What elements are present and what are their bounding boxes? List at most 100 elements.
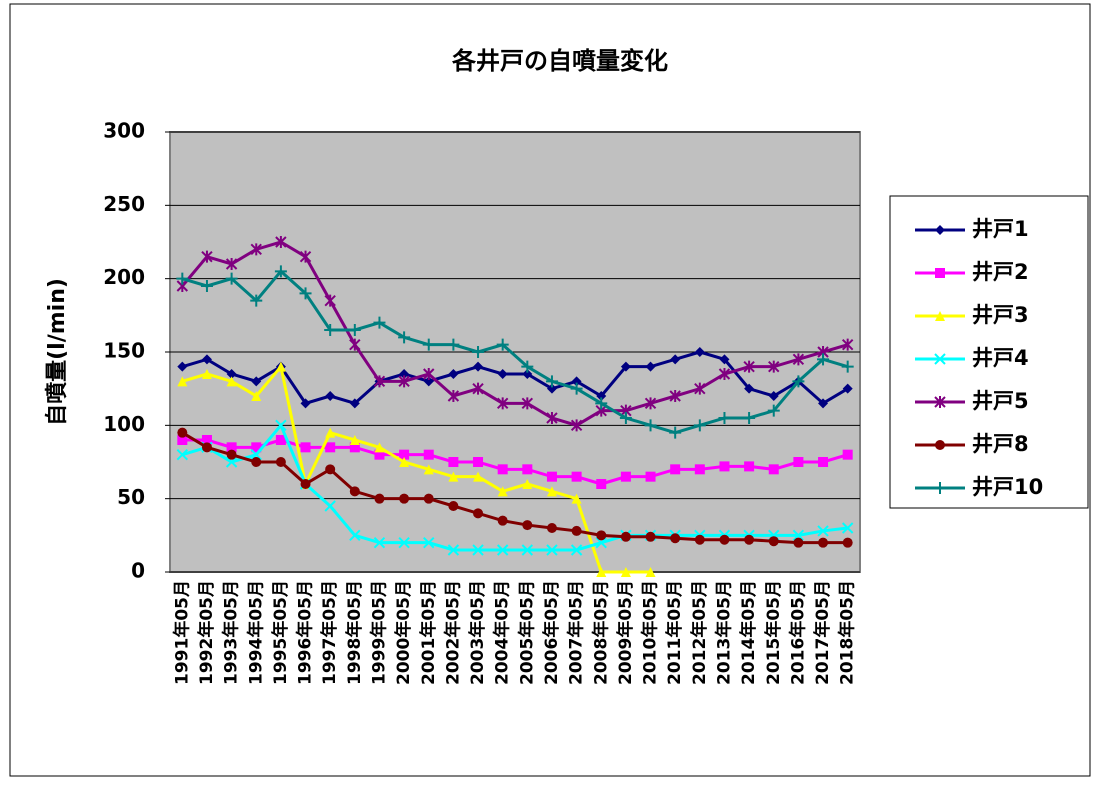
legend-marker	[935, 311, 945, 321]
series-line	[182, 438, 849, 486]
data-point	[768, 536, 779, 547]
data-point	[374, 442, 385, 453]
data-point	[841, 338, 854, 351]
data-point	[718, 368, 731, 380]
data-point	[596, 567, 607, 577]
series-line	[181, 431, 848, 545]
data-point	[226, 369, 237, 379]
data-point	[472, 382, 484, 395]
data-point	[447, 544, 460, 556]
data-point	[349, 442, 360, 453]
data-point	[744, 461, 755, 472]
chart-title: 各井戸の自噴量変化	[451, 47, 668, 75]
data-point	[694, 382, 706, 395]
data-point	[448, 369, 459, 379]
data-point	[399, 369, 410, 379]
data-point	[719, 354, 730, 365]
data-point	[473, 361, 484, 372]
data-point	[768, 391, 779, 401]
data-point	[251, 457, 262, 467]
data-point	[325, 391, 336, 401]
data-point	[793, 537, 804, 548]
data-point	[275, 361, 286, 372]
data-point	[275, 419, 287, 432]
data-point	[275, 435, 286, 445]
data-point	[595, 536, 607, 549]
data-point	[399, 457, 410, 467]
data-point	[349, 338, 361, 351]
data-point	[325, 464, 336, 475]
y-tick-label: 100	[103, 412, 145, 436]
x-tick-label: 1997年05月	[319, 580, 340, 685]
data-point	[792, 353, 805, 366]
data-point	[324, 324, 337, 336]
legend-label: 井戸10	[972, 475, 1043, 499]
data-point	[571, 471, 582, 482]
data-point	[817, 525, 829, 537]
data-point	[743, 360, 755, 373]
data-point	[792, 529, 805, 542]
data-point	[373, 375, 386, 388]
data-point	[201, 250, 213, 263]
data-point	[546, 471, 557, 482]
x-tick-label: 2006年05月	[541, 580, 562, 685]
x-tick-label: 2010年05月	[640, 580, 661, 685]
y-tick-label: 250	[103, 192, 145, 216]
data-point	[570, 419, 583, 432]
data-point	[842, 537, 853, 548]
x-tick-label: 2004年05月	[492, 580, 513, 685]
data-point	[325, 442, 336, 453]
data-point	[423, 449, 434, 460]
x-tick-label: 1999年05月	[368, 580, 389, 685]
data-point	[545, 375, 558, 388]
data-point	[496, 544, 509, 556]
x-tick-label: 2008年05月	[590, 580, 611, 685]
data-point	[818, 398, 829, 409]
data-point	[768, 360, 780, 373]
data-point	[225, 456, 238, 468]
data-point	[349, 529, 361, 542]
data-point	[176, 272, 189, 285]
data-point	[348, 324, 361, 336]
x-tick-label: 2002年05月	[442, 580, 463, 685]
data-point	[669, 426, 682, 439]
data-point	[201, 435, 212, 445]
data-point	[473, 508, 484, 519]
data-point	[177, 361, 188, 372]
data-point	[645, 471, 656, 482]
x-tick-label: 1992年05月	[196, 580, 217, 685]
data-point	[201, 354, 212, 365]
data-point	[300, 442, 311, 453]
series-line	[181, 269, 849, 435]
data-point	[596, 391, 607, 401]
data-point	[694, 347, 705, 357]
data-point	[496, 397, 509, 410]
data-point	[793, 457, 804, 467]
data-point	[744, 534, 755, 545]
data-point	[767, 404, 780, 417]
data-point	[423, 376, 434, 387]
data-point	[201, 369, 212, 379]
x-tick-label: 2015年05月	[763, 580, 784, 685]
data-point	[596, 530, 607, 541]
legend-marker	[934, 396, 946, 408]
x-tick-label: 2017年05月	[812, 580, 833, 685]
data-point	[522, 369, 533, 379]
y-axis-label: 自噴量(l/min)	[44, 278, 70, 426]
data-point	[841, 522, 854, 534]
data-point	[522, 479, 533, 489]
data-point	[398, 331, 411, 344]
y-tick-label: 50	[117, 485, 145, 509]
data-point	[325, 427, 336, 438]
data-point	[818, 457, 829, 467]
data-point	[399, 493, 410, 504]
data-point	[719, 534, 730, 545]
x-tick-label: 1993年05月	[221, 580, 242, 685]
data-point	[251, 442, 262, 453]
data-point	[226, 442, 237, 453]
data-point	[546, 544, 558, 556]
data-point	[670, 354, 681, 365]
y-tick-label: 200	[103, 265, 145, 289]
data-point	[571, 525, 582, 536]
